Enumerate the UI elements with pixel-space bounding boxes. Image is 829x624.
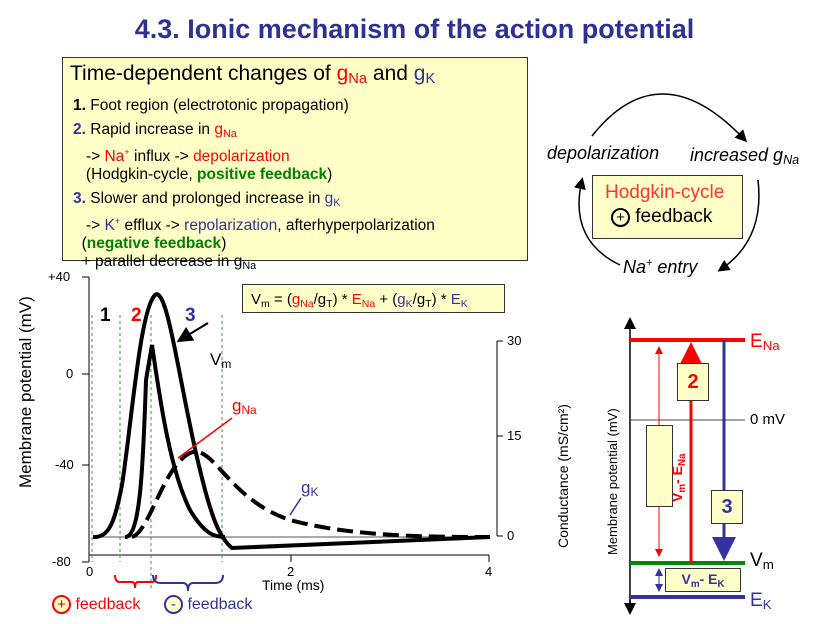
ytick: -40 — [55, 457, 74, 472]
chart-y2-label: Conductance (mS/cm²) — [555, 404, 571, 548]
chart-y-label: Membrane potential (mV) — [16, 296, 35, 488]
vm-ena-box: Vm- ENa — [646, 425, 688, 507]
gk-label: gK — [301, 478, 319, 499]
y2tick: 15 — [507, 428, 522, 443]
cycle-arrows — [574, 93, 760, 272]
cycle-depolarization: depolarization — [547, 143, 660, 163]
equation-box: Vm = (gNa/gT) * ENa + (gK/gT) * EK — [242, 284, 505, 313]
vm-label: Vm — [210, 350, 232, 371]
ena-label: ENa — [750, 331, 780, 353]
phase-3-label: 3 — [185, 305, 196, 326]
ek-label: EK — [750, 590, 772, 612]
chart-x-label: Time (ms) — [262, 577, 325, 593]
phase-1-label: 1 — [100, 305, 111, 326]
xtick: 2 — [287, 564, 295, 579]
ytick: -80 — [52, 554, 71, 569]
gk-curve — [131, 449, 491, 539]
negative-feedback-label: - feedback — [164, 595, 252, 614]
summary-heading: Time-dependent changes of gNa and gK — [70, 62, 436, 87]
gna-curve — [124, 344, 226, 539]
zero-mv-label: 0 mV — [750, 411, 786, 428]
y2tick: 0 — [507, 528, 515, 543]
action-potential-chart — [82, 276, 503, 592]
cycle-increased-gna: increased gNa — [690, 145, 800, 167]
vm-ek-box: Vm- EK — [665, 568, 741, 592]
xtick: 4 — [485, 564, 493, 579]
plus-circle-icon: + — [611, 208, 630, 227]
positive-feedback-label: + feedback — [52, 595, 140, 614]
xtick: 0 — [86, 564, 94, 579]
ytick: +40 — [48, 269, 71, 284]
y2tick: 30 — [507, 333, 522, 348]
item-1: 1. Foot region (electrotonic propagation… — [73, 97, 349, 114]
item-3: 3. Slower and prolonged increase in gK -… — [73, 190, 435, 273]
hodgkin-cycle-box: Hodgkin-cycle + feedback — [592, 175, 743, 239]
vm-level-label: Vm — [750, 550, 774, 572]
minus-circle-icon: - — [164, 595, 183, 614]
ytick: 0 — [66, 366, 74, 381]
page-title: 4.3. Ionic mechanism of the action poten… — [134, 14, 695, 44]
summary-box: Time-dependent changes of gNa and gK 1. … — [62, 57, 528, 272]
phase-2-box: 2 — [677, 363, 709, 401]
phase-3-box: 3 — [711, 490, 743, 524]
phase-2-label: 2 — [131, 305, 142, 326]
plus-circle-icon: + — [52, 595, 71, 614]
item-2: 2. Rapid increase in gNa -> Na+ influx -… — [73, 121, 333, 184]
vm-curve — [92, 292, 491, 551]
cycle-na-entry: Na+ entry — [623, 257, 698, 277]
potential-y-label: Membrane potential (mV) — [605, 408, 620, 555]
gna-label: gNa — [232, 396, 257, 417]
